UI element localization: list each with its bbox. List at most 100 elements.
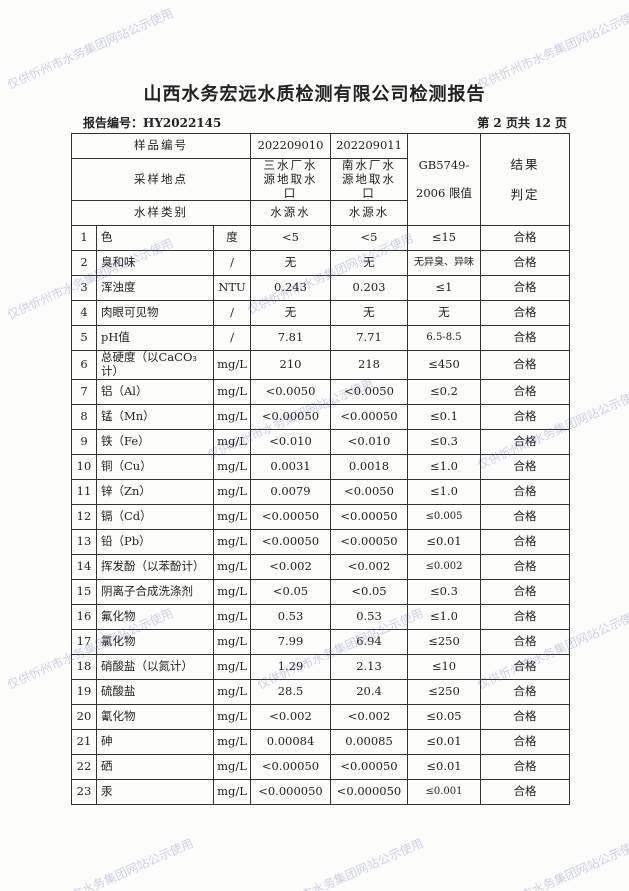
result-value: 合格	[480, 300, 570, 327]
sample2-value: 218	[330, 350, 408, 380]
header-row-location: 采样地点 三水厂水源地取水口 南水厂水源地取水口	[71, 157, 570, 202]
item-name: 硝酸盐（以氮计）	[96, 653, 214, 680]
table-row: 10 铜（Cu） mg/L 0.0031 0.0018 ≤1.0 合格	[71, 453, 570, 480]
unit: mg/L	[213, 350, 251, 380]
result-value: 合格	[480, 653, 570, 680]
result-value: 合格	[480, 553, 570, 580]
row-number: 1	[71, 225, 97, 252]
limit-value: ≤10	[407, 653, 481, 680]
result-value: 合格	[480, 628, 570, 655]
sample2-location: 南水厂水源地取水口	[330, 157, 408, 202]
sample1-no: 202209010	[250, 133, 331, 159]
limit-value: ≤1	[407, 275, 481, 302]
sample1-value: 210	[250, 350, 331, 380]
sample1-value: 无	[250, 250, 331, 277]
table-row: 8 锰（Mn） mg/L <0.00050 <0.00050 ≤0.1 合格	[71, 403, 570, 430]
item-name: 铁（Fe）	[96, 428, 214, 455]
page-info: 第 2 页共 12 页	[477, 116, 567, 130]
sample2-value: 0.0018	[330, 453, 408, 480]
sample2-value: 0.53	[330, 603, 408, 630]
sample2-value: 0.203	[330, 275, 408, 302]
unit: mg/L	[213, 578, 251, 605]
result-value: 合格	[480, 703, 570, 730]
table-row: 2 臭和味 / 无无无异臭、异味 合格	[71, 250, 570, 277]
row-number: 16	[71, 603, 97, 630]
item-name: 浑浊度	[96, 275, 214, 302]
sample1-value: <0.0050	[250, 378, 331, 405]
watermark-text: 仅供忻州市水务集团网站公示使用	[255, 835, 426, 891]
result-value: 合格	[480, 250, 570, 277]
sample2-no: 202209011	[330, 133, 408, 159]
sample1-value: 7.81	[250, 325, 331, 352]
limit-value: ≤250	[407, 678, 481, 705]
limit-value: 无	[407, 300, 481, 327]
unit: mg/L	[213, 703, 251, 730]
result-value: 合格	[480, 728, 570, 755]
unit: mg/L	[213, 628, 251, 655]
sample2-value: 0.00085	[330, 728, 408, 755]
item-name: 锌（Zn）	[96, 478, 214, 505]
table-row: 19 硫酸盐 mg/L 28.5 20.4 ≤250 合格	[71, 678, 570, 705]
limit-value: 无异臭、异味	[407, 250, 481, 277]
sample1-location: 三水厂水源地取水口	[250, 157, 331, 202]
sample2-value: <0.0050	[330, 478, 408, 505]
limit-value: 6.5-8.5	[407, 325, 481, 352]
sample1-value: <0.00050	[250, 528, 331, 555]
sample2-type: 水源水	[330, 200, 408, 227]
sample2-value: <0.010	[330, 428, 408, 455]
report-title: 山西水务宏远水质检测有限公司检测报告	[143, 84, 486, 105]
item-name: 镉（Cd）	[96, 503, 214, 530]
sample1-value: <0.00050	[250, 403, 331, 430]
watermark-text: 仅供忻州市水务集团网站公示使用	[25, 835, 196, 891]
item-name: 氯化物	[96, 628, 214, 655]
limit-value: ≤0.001	[407, 778, 481, 805]
result-value: 合格	[480, 453, 570, 480]
sample2-value: 2.13	[330, 653, 408, 680]
limit-value: ≤0.3	[407, 428, 481, 455]
unit: mg/L	[213, 603, 251, 630]
result-value: 合格	[480, 350, 570, 380]
table-row: 16 氟化物 mg/L 0.53 0.53 ≤1.0 合格	[71, 603, 570, 630]
unit: mg/L	[213, 728, 251, 755]
sample1-value: 7.99	[250, 628, 331, 655]
limit-value: ≤0.01	[407, 528, 481, 555]
sample1-value: <0.05	[250, 578, 331, 605]
sample1-value: <0.00050	[250, 503, 331, 530]
item-name: 硒	[96, 753, 214, 780]
limit-value: ≤1.0	[407, 603, 481, 630]
limit-value: ≤0.3	[407, 578, 481, 605]
result-value: 合格	[480, 478, 570, 505]
limit-value: ≤1.0	[407, 453, 481, 480]
item-name: 色	[96, 225, 214, 252]
table-row: 18 硝酸盐（以氮计） mg/L 1.29 2.13 ≤10 合格	[71, 653, 570, 680]
sample2-value: <0.002	[330, 553, 408, 580]
unit: mg/L	[213, 753, 251, 780]
row-number: 5	[71, 325, 97, 352]
row-number: 18	[71, 653, 97, 680]
row-number: 20	[71, 703, 97, 730]
table-row: 4 肉眼可见物 / 无无无合格	[71, 300, 570, 327]
limit-value: ≤0.1	[407, 403, 481, 430]
item-name: 汞	[96, 778, 214, 805]
row-number: 6	[71, 350, 97, 380]
result-value: 合格	[480, 528, 570, 555]
sample1-value: 无	[250, 300, 331, 327]
result-value: 合格	[480, 275, 570, 302]
sample2-value: <0.00050	[330, 753, 408, 780]
table-row: 3 浑浊度 NTU 0.243 0.203 ≤1 合格	[71, 275, 570, 302]
sample2-value: <0.0050	[330, 378, 408, 405]
item-name: 铜（Cu）	[96, 453, 214, 480]
item-name: 总硬度（以CaCO₃计）	[96, 350, 214, 380]
sample2-value: <5	[330, 225, 408, 252]
sample1-value: <0.002	[250, 553, 331, 580]
result-value: 合格	[480, 403, 570, 430]
limit-value: ≤0.01	[407, 728, 481, 755]
result-value: 合格	[480, 678, 570, 705]
row-number: 2	[71, 250, 97, 277]
item-name: 锰（Mn）	[96, 403, 214, 430]
item-name: 硫酸盐	[96, 678, 214, 705]
table-row: 22 硒 mg/L <0.00050 <0.00050 ≤0.01 合格	[71, 753, 570, 780]
sample1-value: 0.53	[250, 603, 331, 630]
sample2-value: 无	[330, 300, 408, 327]
sample1-value: 0.0031	[250, 453, 331, 480]
